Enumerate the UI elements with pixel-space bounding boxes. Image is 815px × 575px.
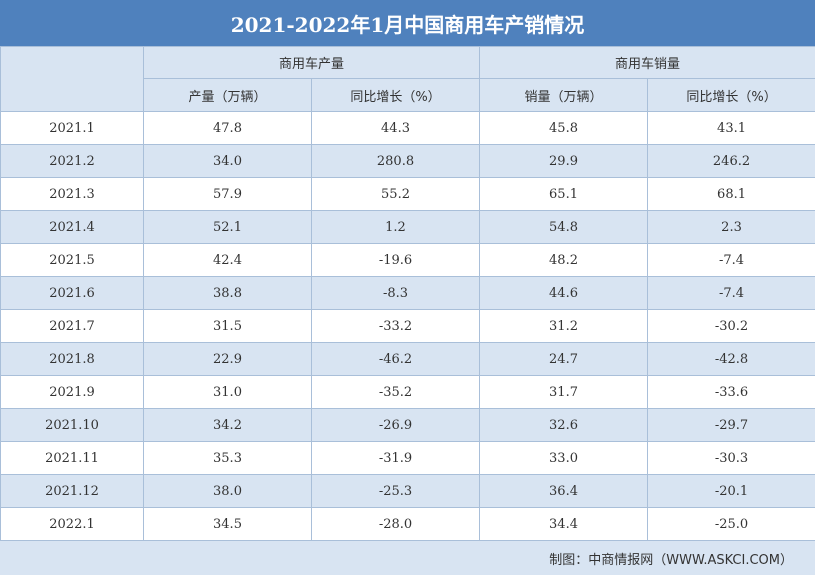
month-cell: 2021.9: [0, 375, 144, 409]
sales-volume-cell: 33.0: [479, 441, 649, 475]
table-row: 2021.4 52.1 1.2 54.8 2.3: [0, 210, 815, 244]
production-volume-cell: 52.1: [143, 210, 312, 244]
sales-yoy-cell: -42.8: [647, 342, 815, 376]
production-volume-cell: 42.4: [143, 243, 312, 277]
sales-volume-cell: 29.9: [479, 144, 649, 178]
month-cell: 2021.12: [0, 474, 144, 508]
table-row: 2021.7 31.5 -33.2 31.2 -30.2: [0, 309, 815, 343]
production-yoy-cell: -46.2: [310, 342, 481, 376]
month-cell: 2021.10: [0, 408, 144, 442]
month-cell: 2022.1: [0, 507, 144, 541]
sales-volume-cell: 36.4: [479, 474, 649, 508]
sales-volume-cell: 44.6: [479, 276, 649, 310]
sales-yoy-cell: -30.2: [647, 309, 815, 343]
production-yoy-cell: 280.8: [310, 144, 481, 178]
sales-yoy-cell: 43.1: [647, 111, 815, 145]
production-group-header: 商用车产量: [142, 46, 481, 79]
month-cell: 2021.6: [0, 276, 144, 310]
production-volume-cell: 34.2: [143, 408, 312, 442]
sales-yoy-cell: 2.3: [647, 210, 815, 244]
corner-cell: [0, 46, 144, 112]
production-volume-cell: 31.0: [143, 375, 312, 409]
production-yoy-cell: 55.2: [310, 177, 481, 211]
sales-yoy-cell: -33.6: [647, 375, 815, 409]
footer-bar: 制图：中商情报网（WWW.ASKCI.COM）: [0, 541, 815, 575]
table-row: 2021.10 34.2 -26.9 32.6 -29.7: [0, 408, 815, 442]
production-yoy-cell: -35.2: [310, 375, 481, 409]
sales-yoy-cell: 246.2: [647, 144, 815, 178]
production-yoy-cell: -33.2: [310, 309, 481, 343]
production-volume-cell: 35.3: [143, 441, 312, 475]
production-yoy-cell: -19.6: [310, 243, 481, 277]
production-volume-cell: 38.8: [143, 276, 312, 310]
production-yoy-cell: 1.2: [310, 210, 481, 244]
production-yoy-cell: -8.3: [310, 276, 481, 310]
sales-group-header: 商用车销量: [479, 46, 815, 79]
sales-volume-cell: 31.7: [479, 375, 649, 409]
source-credit: 制图：中商情报网（WWW.ASKCI.COM）: [549, 552, 793, 568]
month-cell: 2021.4: [0, 210, 144, 244]
table-row: 2022.1 34.5 -28.0 34.4 -25.0: [0, 507, 815, 541]
month-cell: 2021.2: [0, 144, 144, 178]
sales-yoy-cell: -25.0: [647, 507, 815, 541]
table-row: 2021.9 31.0 -35.2 31.7 -33.6: [0, 375, 815, 409]
production-yoy-header: 同比增长（%）: [310, 78, 481, 112]
production-yoy-cell: -25.3: [310, 474, 481, 508]
sales-volume-cell: 48.2: [479, 243, 649, 277]
sales-volume-header: 销量（万辆）: [479, 78, 649, 112]
sales-yoy-cell: 68.1: [647, 177, 815, 211]
sales-yoy-header: 同比增长（%）: [647, 78, 815, 112]
sales-yoy-cell: -7.4: [647, 243, 815, 277]
production-volume-cell: 31.5: [143, 309, 312, 343]
table-row: 2021.8 22.9 -46.2 24.7 -42.8: [0, 342, 815, 376]
month-cell: 2021.1: [0, 111, 144, 145]
table-row: 2021.1 47.8 44.3 45.8 43.1: [0, 111, 815, 145]
month-cell: 2021.7: [0, 309, 144, 343]
sales-volume-cell: 24.7: [479, 342, 649, 376]
sales-yoy-cell: -30.3: [647, 441, 815, 475]
production-yoy-cell: -31.9: [310, 441, 481, 475]
production-yoy-cell: -28.0: [310, 507, 481, 541]
table-row: 2021.12 38.0 -25.3 36.4 -20.1: [0, 474, 815, 508]
sales-volume-cell: 32.6: [479, 408, 649, 442]
month-cell: 2021.5: [0, 243, 144, 277]
table-row: 2021.6 38.8 -8.3 44.6 -7.4: [0, 276, 815, 310]
sales-volume-cell: 65.1: [479, 177, 649, 211]
table-row: 2021.11 35.3 -31.9 33.0 -30.3: [0, 441, 815, 475]
production-volume-cell: 47.8: [143, 111, 312, 145]
month-cell: 2021.8: [0, 342, 144, 376]
sales-yoy-cell: -7.4: [647, 276, 815, 310]
production-volume-cell: 34.0: [143, 144, 312, 178]
table-row: 2021.3 57.9 55.2 65.1 68.1: [0, 177, 815, 211]
table-row: 2021.2 34.0 280.8 29.9 246.2: [0, 144, 815, 178]
production-yoy-cell: -26.9: [310, 408, 481, 442]
table-row: 2021.5 42.4 -19.6 48.2 -7.4: [0, 243, 815, 277]
month-cell: 2021.11: [0, 441, 144, 475]
table-body: 2021.1 47.8 44.3 45.8 43.1 2021.2 34.0 280.8 29.…: [0, 111, 815, 541]
sales-yoy-cell: -29.7: [647, 408, 815, 442]
production-volume-cell: 38.0: [143, 474, 312, 508]
production-yoy-cell: 44.3: [310, 111, 481, 145]
production-volume-cell: 22.9: [143, 342, 312, 376]
sales-yoy-cell: -20.1: [647, 474, 815, 508]
production-volume-header: 产量（万辆）: [143, 78, 312, 112]
sales-volume-cell: 34.4: [479, 507, 649, 541]
sales-volume-cell: 54.8: [479, 210, 649, 244]
production-volume-cell: 57.9: [143, 177, 312, 211]
sales-volume-cell: 45.8: [479, 111, 649, 145]
table-title: 2021-2022年1月中国商用车产销情况: [0, 0, 815, 46]
month-cell: 2021.3: [0, 177, 144, 211]
sales-volume-cell: 31.2: [479, 309, 649, 343]
data-table: 商用车产量 商用车销量 产量（万辆） 同比增长（%） 销量（万辆） 同比增长（%…: [0, 46, 815, 541]
production-volume-cell: 34.5: [143, 507, 312, 541]
